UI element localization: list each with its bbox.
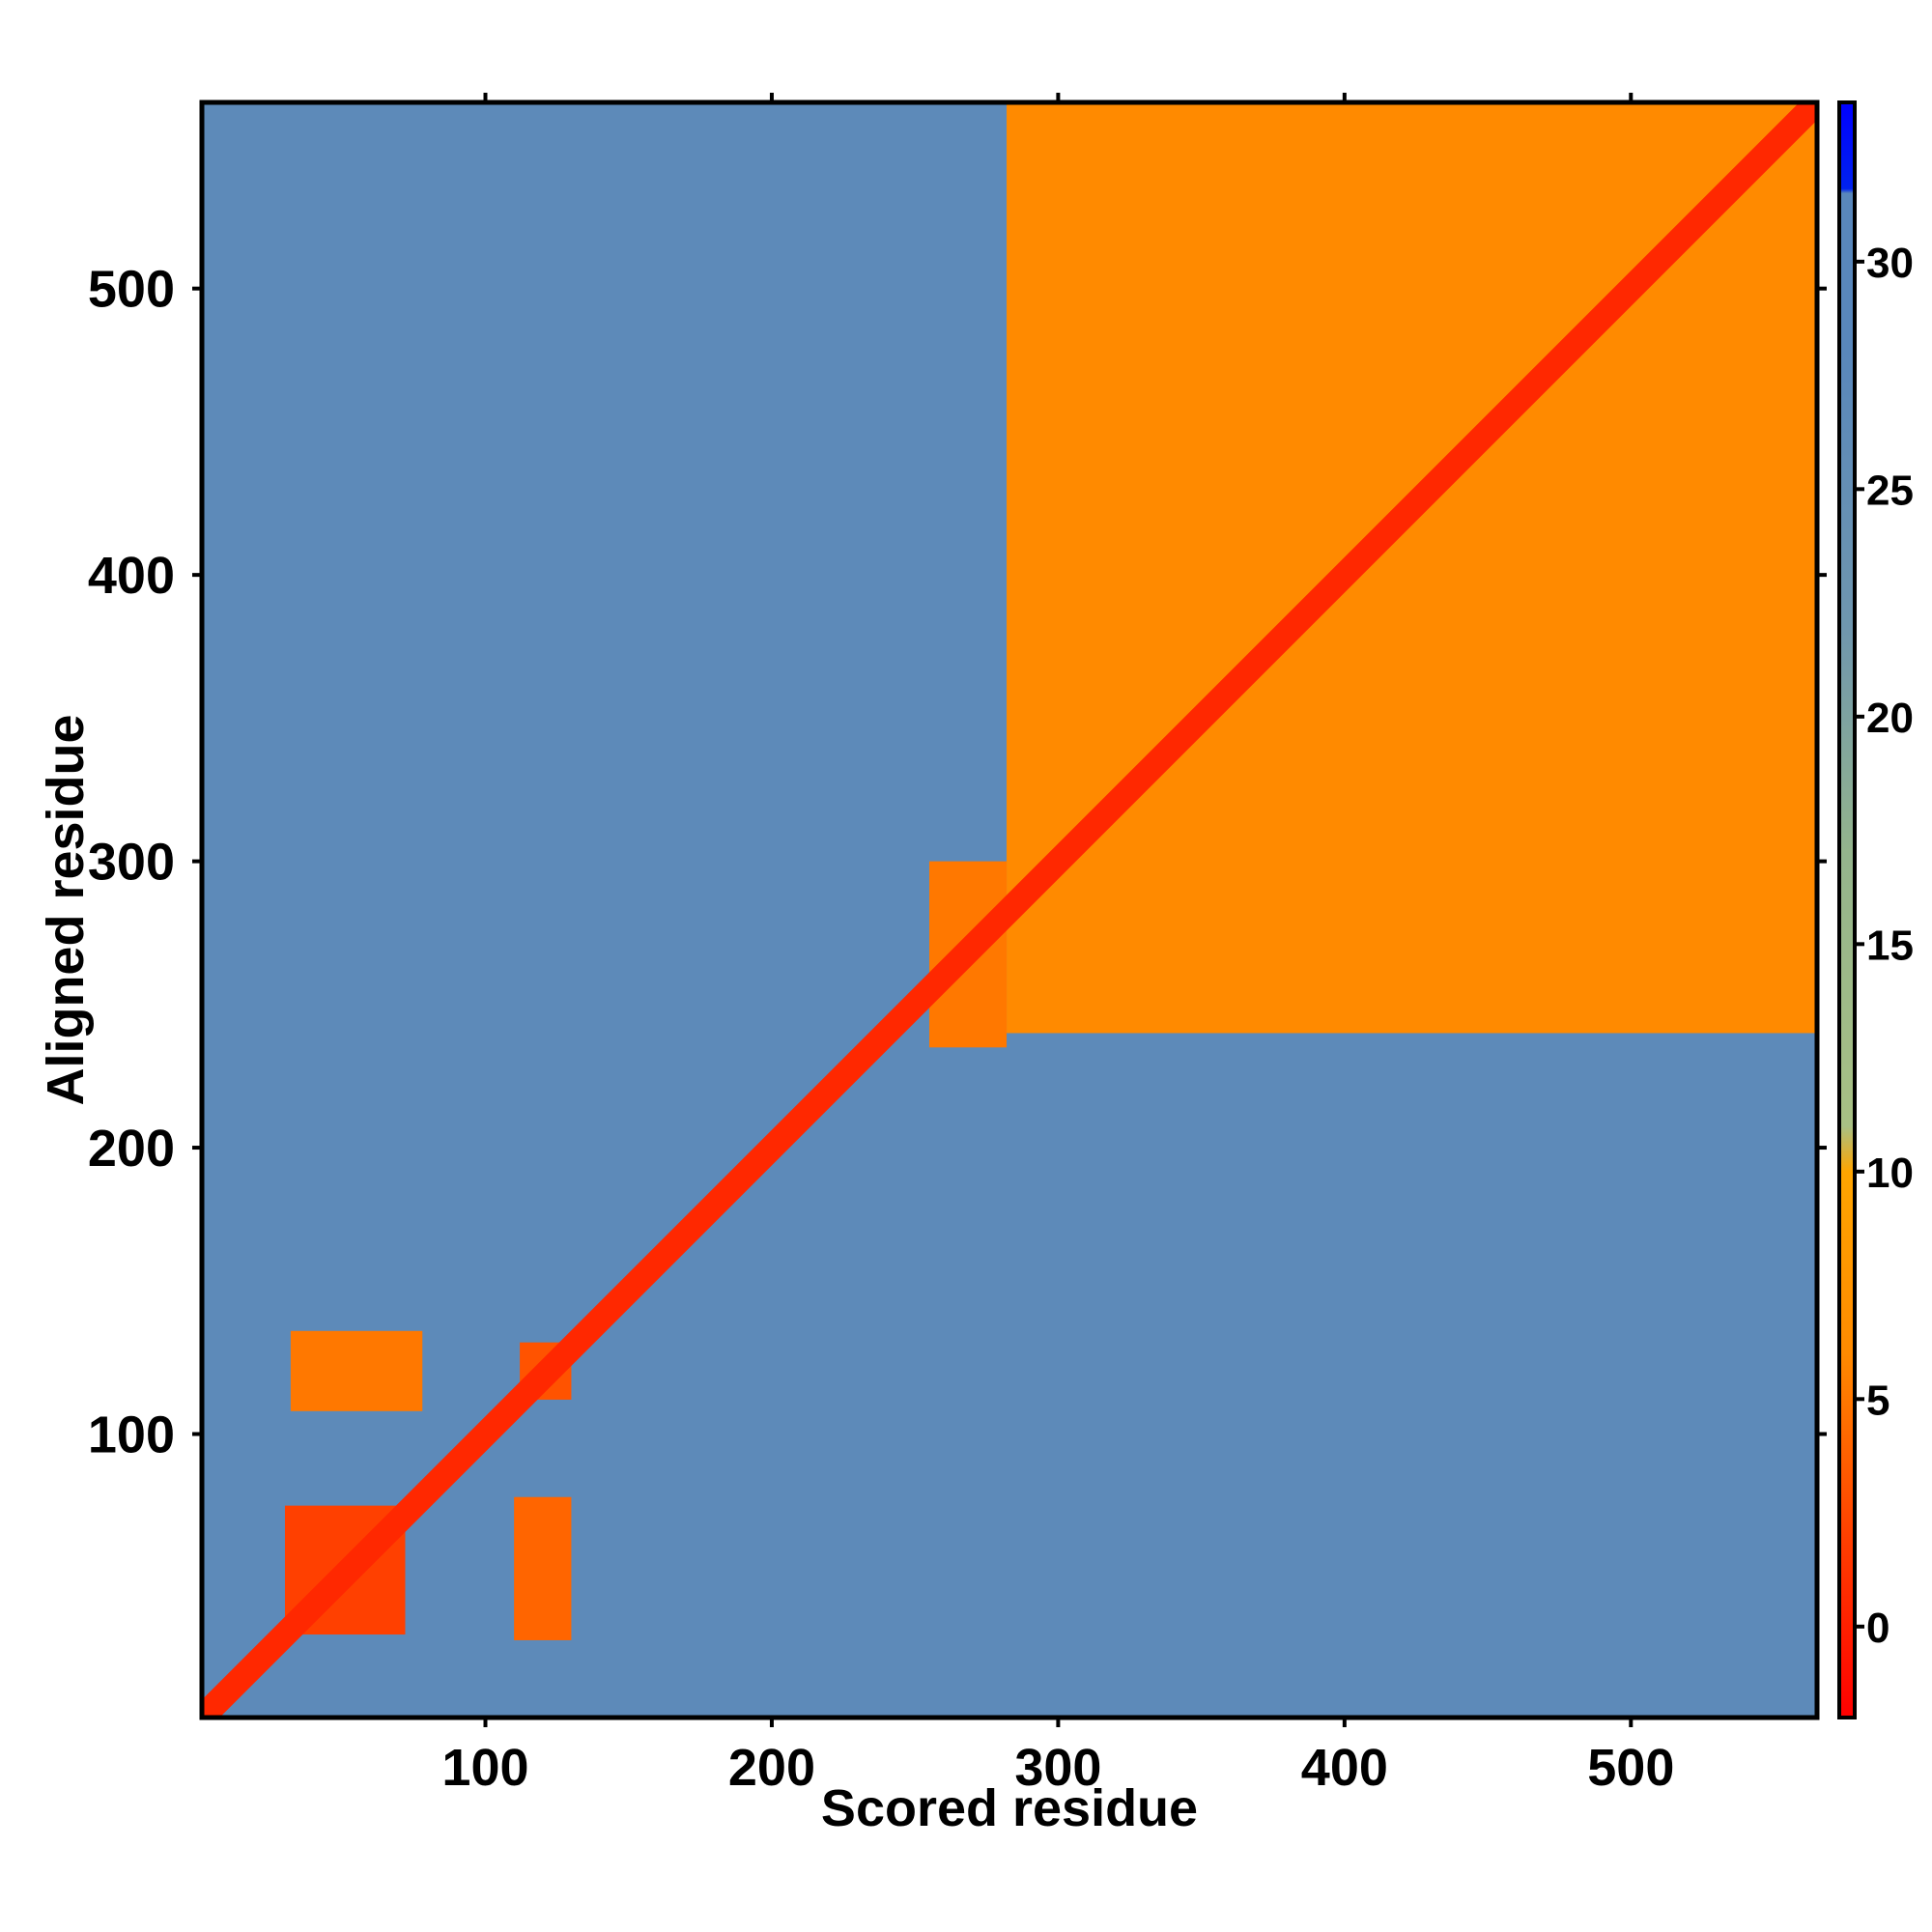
y-tick-label: 400 xyxy=(88,547,175,605)
colorbar-tick-label: 20 xyxy=(1866,695,1914,742)
colorbar-axis: 0 5 10 15 20 25 30 xyxy=(1855,240,1914,1652)
heatmap-region-offdiag-block-1 xyxy=(290,1330,423,1411)
heatmap-region-domain-c-block xyxy=(1007,102,1817,1034)
colorbar-tick-label: 10 xyxy=(1866,1150,1914,1197)
x-tick-label: 100 xyxy=(441,1739,528,1797)
y-axis-title: Aligned residue xyxy=(37,714,95,1105)
heatmap-cells xyxy=(202,102,1817,1718)
plot-frame xyxy=(199,99,1820,1720)
y-axis: 100 200 300 400 500 xyxy=(88,261,1827,1464)
colorbar-tick-label: 30 xyxy=(1866,240,1914,287)
x-axis: 100 200 300 400 500 xyxy=(441,93,1674,1797)
colorbar-tick-label: 25 xyxy=(1866,467,1914,514)
x-tick-label: 200 xyxy=(728,1739,815,1797)
x-tick-label: 500 xyxy=(1587,1739,1674,1797)
heatmap-region-offdiag-block-2 xyxy=(514,1496,572,1640)
y-tick-label: 200 xyxy=(88,1120,175,1178)
y-tick-label: 500 xyxy=(88,261,175,319)
colorbar xyxy=(1837,100,1857,1719)
x-tick-label: 300 xyxy=(1014,1739,1101,1797)
y-tick-label: 100 xyxy=(88,1406,175,1464)
y-tick-label: 300 xyxy=(88,834,175,892)
colorbar-tick-label: 5 xyxy=(1866,1377,1889,1424)
colorbar-tick-label: 0 xyxy=(1866,1605,1889,1652)
x-tick-label: 400 xyxy=(1301,1739,1388,1797)
x-axis-title: Scored residue xyxy=(821,1779,1198,1837)
colorbar-tick-label: 15 xyxy=(1866,922,1914,969)
heatmap-diagonal xyxy=(202,102,1817,1718)
